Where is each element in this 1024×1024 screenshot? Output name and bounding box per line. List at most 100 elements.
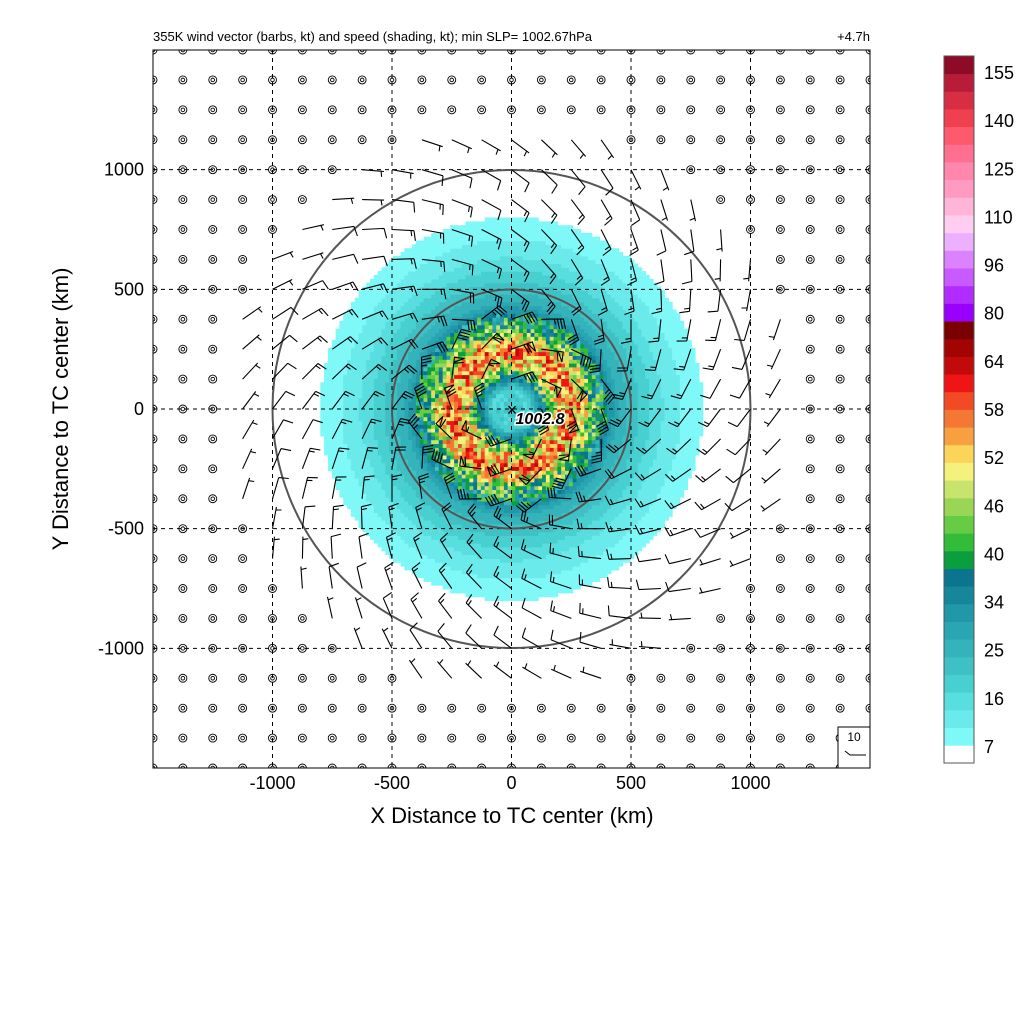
- speed-cell: [461, 412, 467, 418]
- speed-cell: [492, 554, 497, 559]
- speed-cell: [385, 451, 390, 456]
- speed-cell: [335, 474, 341, 479]
- speed-cell: [484, 455, 490, 460]
- speed-cell: [465, 523, 471, 529]
- speed-cell: [507, 359, 513, 364]
- speed-cell: [427, 366, 432, 372]
- speed-cell: [545, 543, 551, 548]
- speed-cell: [480, 393, 486, 399]
- speed-cell: [400, 386, 406, 391]
- speed-cell: [545, 328, 551, 334]
- speed-cell: [415, 539, 421, 544]
- speed-cell: [438, 267, 444, 272]
- speed-cell: [408, 252, 413, 257]
- speed-cell: [358, 493, 363, 498]
- speed-cell: [358, 477, 363, 483]
- speed-cell: [492, 481, 497, 487]
- speed-cell: [339, 474, 344, 479]
- speed-cell: [358, 428, 363, 433]
- speed-cell: [492, 290, 497, 295]
- speed-cell: [415, 317, 421, 322]
- speed-cell: [370, 516, 375, 521]
- speed-cell: [519, 573, 524, 579]
- speed-cell: [423, 297, 428, 303]
- speed-cell: [412, 301, 417, 307]
- speed-cell: [538, 546, 543, 552]
- speed-cell: [458, 294, 463, 299]
- speed-cell: [385, 340, 390, 345]
- speed-cell: [534, 240, 539, 245]
- speed-cell: [519, 267, 524, 272]
- speed-cell: [377, 424, 383, 429]
- speed-cell: [484, 336, 490, 341]
- speed-cell: [523, 462, 528, 468]
- speed-cell: [393, 267, 398, 272]
- speed-cell: [419, 401, 425, 406]
- speed-cell: [458, 435, 463, 441]
- speed-cell: [469, 451, 474, 456]
- speed-cell: [515, 244, 520, 249]
- speed-cell: [465, 447, 471, 452]
- speed-cell: [427, 340, 432, 345]
- speed-cell: [465, 455, 471, 460]
- speed-cell: [542, 370, 547, 376]
- speed-cell: [488, 259, 494, 265]
- speed-cell: [461, 393, 467, 399]
- speed-cell: [412, 374, 417, 379]
- speed-cell: [542, 462, 547, 468]
- speed-cell: [454, 347, 459, 353]
- speed-cell: [465, 286, 471, 291]
- speed-cell: [389, 397, 394, 402]
- speed-cell: [469, 386, 474, 391]
- speed-cell: [461, 336, 467, 341]
- speed-cell: [484, 370, 490, 376]
- speed-cell: [484, 554, 490, 559]
- speed-cell: [350, 485, 356, 491]
- speed-cell: [408, 432, 413, 437]
- speed-cell: [530, 378, 536, 383]
- speed-cell: [477, 585, 482, 590]
- speed-cell: [419, 309, 425, 314]
- speed-cell: [419, 267, 425, 272]
- speed-cell: [435, 447, 440, 452]
- speed-cell: [404, 543, 409, 548]
- speed-cell: [484, 481, 490, 487]
- speed-cell: [458, 282, 463, 288]
- speed-cell: [465, 562, 471, 567]
- speed-cell: [396, 324, 402, 330]
- speed-cell: [461, 589, 467, 594]
- speed-cell: [542, 477, 547, 483]
- speed-cell: [415, 255, 421, 261]
- speed-cell: [423, 286, 428, 291]
- speed-cell: [549, 485, 555, 491]
- speed-cell: [534, 252, 539, 257]
- speed-cell: [427, 455, 432, 460]
- speed-cell: [393, 412, 398, 418]
- speed-cell: [415, 424, 421, 429]
- speed-cell: [408, 554, 413, 559]
- speed-cell: [538, 508, 543, 514]
- speed-cell: [480, 236, 486, 242]
- speed-cell: [393, 493, 398, 498]
- speed-cell: [347, 474, 352, 479]
- speed-cell: [511, 397, 516, 402]
- speed-cell: [507, 389, 513, 395]
- speed-cell: [370, 493, 375, 498]
- speed-cell: [538, 282, 543, 288]
- speed-cell: [438, 343, 444, 349]
- speed-cell: [515, 420, 520, 425]
- speed-cell: [538, 397, 543, 402]
- speed-cell: [496, 451, 501, 456]
- speed-cell: [446, 424, 451, 429]
- speed-cell: [496, 309, 501, 314]
- speed-cell: [427, 313, 432, 318]
- speed-cell: [373, 301, 379, 307]
- speed-cell: [500, 363, 505, 368]
- speed-cell: [465, 432, 471, 437]
- speed-cell: [412, 466, 417, 471]
- speed-cell: [496, 566, 501, 571]
- speed-cell: [396, 535, 402, 540]
- speed-cell: [373, 336, 379, 341]
- speed-cell: [446, 420, 451, 425]
- speed-cell: [515, 320, 520, 326]
